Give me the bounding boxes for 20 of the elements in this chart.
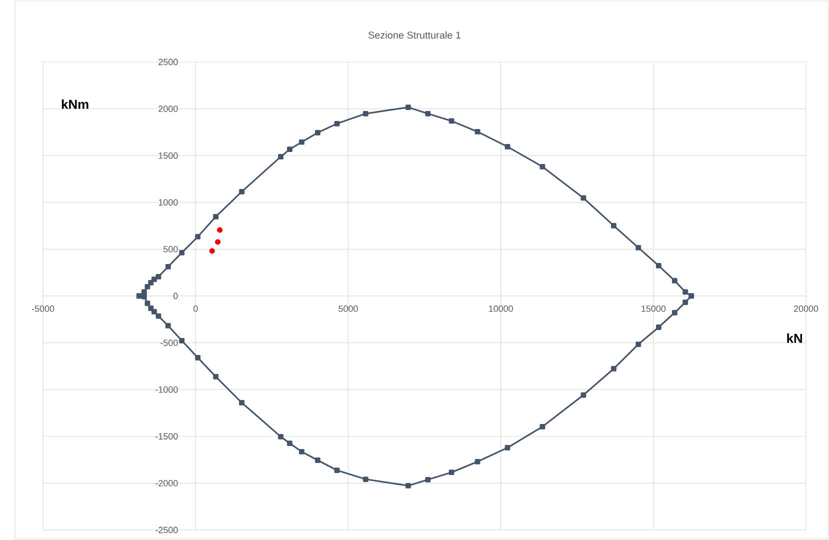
x-axis-title: kN xyxy=(787,333,802,343)
y-tick-label: 500 xyxy=(163,246,178,252)
x-tick-label: 5000 xyxy=(338,306,358,312)
y-tick-label: 2500 xyxy=(158,58,178,66)
y-tick-label: 0 xyxy=(173,292,178,300)
y-tick-label: 2000 xyxy=(158,106,178,112)
x-tick-label: 0 xyxy=(193,306,198,312)
y-tick-label: -1500 xyxy=(156,433,178,440)
y-tick-label: -500 xyxy=(160,340,178,346)
y-tick-label: -2000 xyxy=(156,480,178,486)
x-tick-label: 20000 xyxy=(794,306,818,312)
x-tick-label: -5000 xyxy=(32,306,54,312)
y-axis-title: kNm xyxy=(62,99,88,109)
chart-title: Sezione Strutturale 1 xyxy=(368,31,461,39)
y-tick-label: 1000 xyxy=(158,199,178,206)
x-tick-label: 10000 xyxy=(489,306,513,312)
y-tick-label: 1500 xyxy=(158,152,178,159)
x-tick-label: 15000 xyxy=(642,306,666,312)
y-tick-label: -1000 xyxy=(156,386,178,393)
y-tick-label: -2500 xyxy=(156,526,178,534)
